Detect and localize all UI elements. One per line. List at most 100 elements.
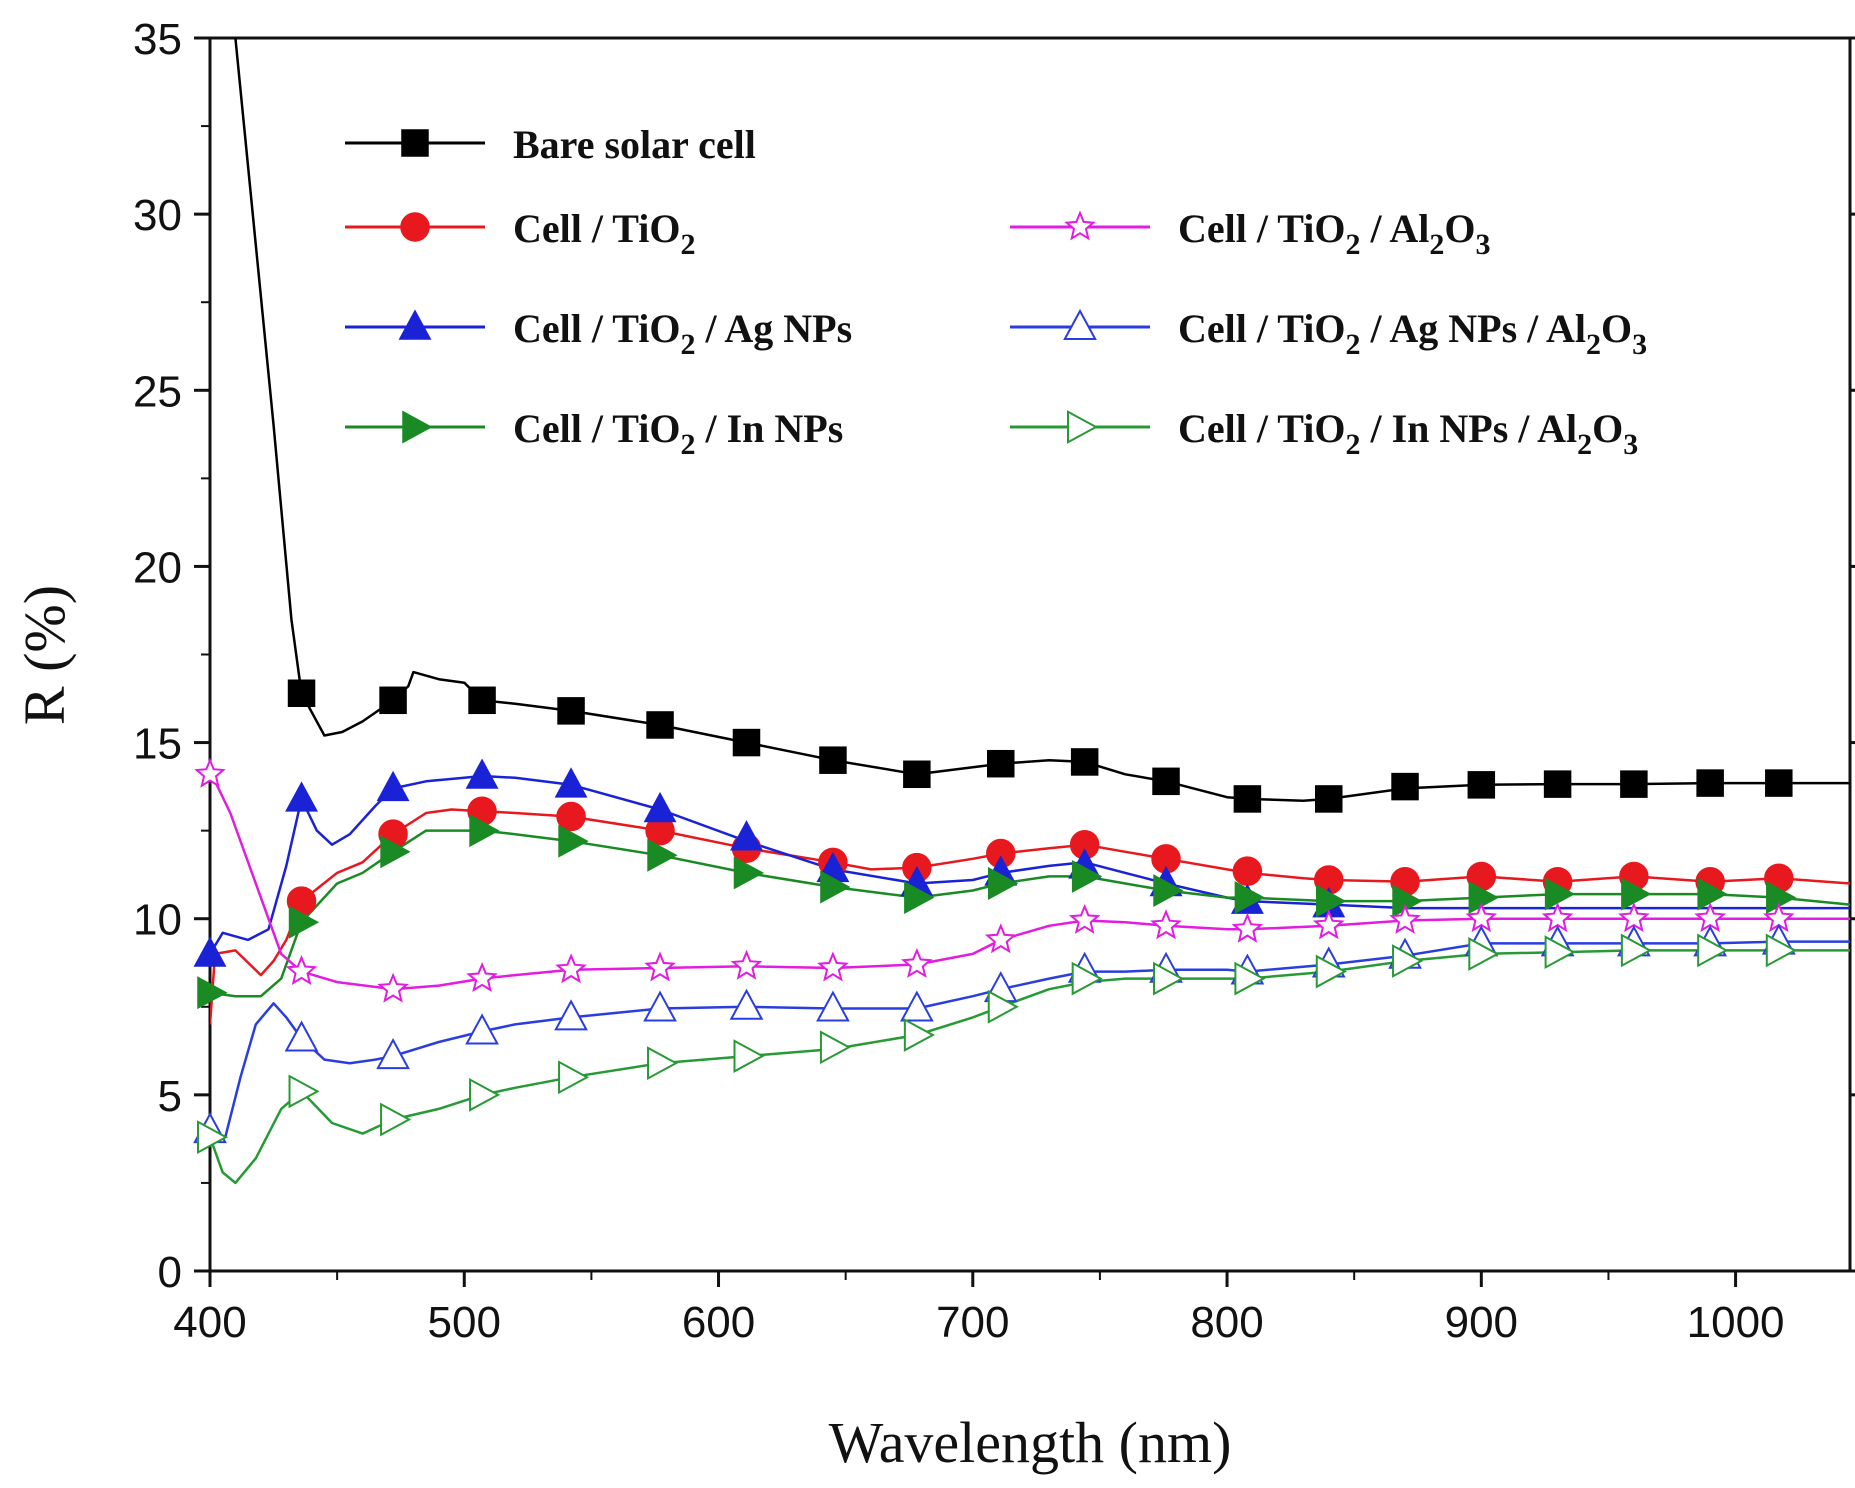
legend-subscript: 2 xyxy=(1345,428,1360,461)
series-marker-1 xyxy=(987,749,1015,778)
series-marker-7 xyxy=(469,1077,501,1112)
series-marker-7 xyxy=(1620,933,1652,968)
series-marker-4 xyxy=(1468,881,1499,915)
series-lines xyxy=(210,38,1850,1185)
series-marker-3 xyxy=(730,820,763,851)
series-marker-1 xyxy=(1315,785,1343,813)
legend-text: / In NPs xyxy=(695,406,843,451)
series-line-3 xyxy=(210,774,1850,955)
x-tick-label: 1000 xyxy=(1687,1298,1785,1347)
legend-text: / Ag NPs / Al xyxy=(1360,306,1586,351)
legend-subscript: 2 xyxy=(680,228,695,261)
y-tick-label: 35 xyxy=(133,15,182,64)
series-marker-6 xyxy=(816,990,850,1022)
series-marker-5 xyxy=(1465,902,1498,933)
x-tick-label: 500 xyxy=(428,1298,501,1347)
legend-text: Cell / TiO xyxy=(1178,206,1345,251)
series-marker-5 xyxy=(1312,909,1345,940)
legend-text: / Ag NPs xyxy=(695,306,852,351)
series-marker-4 xyxy=(1234,881,1265,915)
legend-text: Cell / TiO xyxy=(1178,306,1345,351)
legend-subscript: 2 xyxy=(1429,228,1444,261)
x-axis-title: Wavelength (nm) xyxy=(829,1410,1232,1475)
series-marker-5 xyxy=(1694,902,1726,933)
legend-marker-5 xyxy=(1064,210,1096,241)
legend-text: O xyxy=(1592,406,1623,451)
series-marker-1 xyxy=(1765,769,1793,797)
series-marker-7 xyxy=(1544,935,1576,970)
series-marker-4 xyxy=(647,838,678,872)
series-marker-4 xyxy=(469,814,500,848)
x-tick-label: 700 xyxy=(936,1298,1009,1347)
legend-subscript: 2 xyxy=(1586,328,1601,361)
series-marker-7 xyxy=(1765,933,1797,968)
series-marker-3 xyxy=(376,770,410,802)
series-line-6 xyxy=(210,940,1850,1139)
legend-text: Cell / TiO xyxy=(513,406,680,451)
series-marker-4 xyxy=(1621,877,1652,911)
legend-marker-7 xyxy=(1067,410,1099,444)
series-marker-5 xyxy=(817,951,849,982)
series-marker-7 xyxy=(380,1102,412,1137)
series-marker-6 xyxy=(554,999,588,1031)
legend-text: / In NPs / Al xyxy=(1360,406,1577,451)
series-marker-5 xyxy=(730,949,763,980)
series-marker-3 xyxy=(643,791,677,823)
series-marker-1 xyxy=(1391,772,1419,801)
legend-subscript: 2 xyxy=(1345,328,1360,361)
series-marker-3 xyxy=(285,781,318,812)
series-marker-4 xyxy=(820,870,851,904)
y-tick-label: 10 xyxy=(133,896,182,945)
x-tick-label: 800 xyxy=(1190,1298,1263,1347)
x-tick-label: 600 xyxy=(682,1298,755,1347)
legend-marker-3 xyxy=(398,309,432,340)
series-marker-7 xyxy=(1315,954,1347,989)
series-marker-4 xyxy=(1316,884,1347,918)
series-marker-5 xyxy=(901,947,933,978)
series-marker-7 xyxy=(987,989,1019,1024)
series-line-4 xyxy=(210,829,1850,998)
series-marker-6 xyxy=(899,990,934,1022)
series-marker-3 xyxy=(193,936,227,967)
legend-marker-2 xyxy=(400,212,430,242)
legend-label-4: Cell / TiO2 / In NPs xyxy=(513,406,843,461)
series-marker-5 xyxy=(555,953,587,984)
series-marker-6 xyxy=(284,1020,319,1052)
series-marker-5 xyxy=(1150,909,1182,940)
series-marker-7 xyxy=(733,1039,765,1073)
series-marker-2 xyxy=(1232,856,1263,886)
series-line-7 xyxy=(210,949,1850,1185)
series-markers xyxy=(193,679,1797,1155)
series-marker-1 xyxy=(287,679,316,708)
x-tick-label: 900 xyxy=(1445,1298,1518,1347)
series-marker-1 xyxy=(1070,748,1099,776)
series-marker-1 xyxy=(1152,767,1180,796)
legend-subscript: 3 xyxy=(1632,328,1647,361)
legend-marker-4 xyxy=(402,410,433,444)
legend-text: O xyxy=(1601,306,1632,351)
series-marker-7 xyxy=(1153,961,1185,996)
series-marker-4 xyxy=(904,881,935,915)
series-marker-7 xyxy=(197,1120,229,1155)
series-marker-7 xyxy=(819,1030,852,1065)
series-marker-1 xyxy=(903,760,931,789)
series-marker-6 xyxy=(643,990,677,1022)
legend-label-3: Cell / TiO2 / Ag NPs xyxy=(513,306,852,361)
series-marker-1 xyxy=(732,728,761,757)
y-tick-label: 20 xyxy=(133,543,182,592)
y-tick-label: 0 xyxy=(158,1248,182,1297)
series-marker-5 xyxy=(1541,902,1574,933)
legend-text: Bare solar cell xyxy=(513,122,756,167)
series-marker-4 xyxy=(1153,874,1184,907)
series-marker-4 xyxy=(1392,884,1423,918)
series-marker-1 xyxy=(557,697,585,725)
series-marker-4 xyxy=(197,976,228,1010)
series-marker-4 xyxy=(988,867,1019,900)
series-marker-7 xyxy=(1697,933,1729,968)
series-marker-1 xyxy=(1543,770,1572,798)
series-line-2 xyxy=(210,808,1850,1025)
legend-subscript: 2 xyxy=(1345,228,1360,261)
series-marker-5 xyxy=(285,954,318,985)
